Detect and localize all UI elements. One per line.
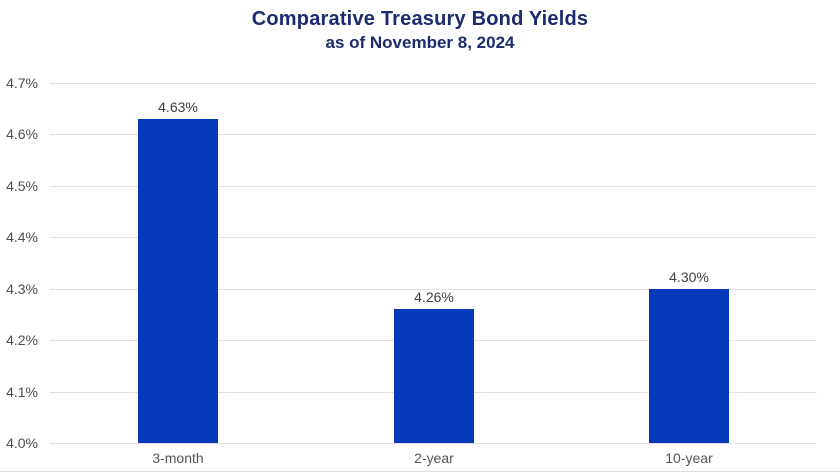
y-tick-label: 4.5% (6, 178, 38, 194)
bar-value-label-3-month: 4.63% (158, 99, 198, 115)
y-tick-label: 4.2% (6, 332, 38, 348)
chart-title: Comparative Treasury Bond Yields (251, 8, 589, 30)
gridline (50, 237, 817, 238)
gridline (50, 83, 817, 84)
y-tick-label: 4.6% (6, 126, 38, 142)
x-tick-label-2-year: 2-year (414, 450, 454, 466)
chart-subtitle: as of November 8, 2024 (325, 33, 515, 52)
gridline (50, 289, 817, 290)
x-tick-label-10-year: 10-year (665, 450, 713, 466)
gridline (50, 186, 817, 187)
gridline (50, 443, 817, 444)
bar-2-year (394, 309, 474, 443)
bar-value-label-10-year: 4.30% (669, 269, 709, 285)
y-tick-label: 4.3% (6, 281, 38, 297)
gridline (50, 134, 817, 135)
y-tick-label: 4.1% (6, 384, 38, 400)
y-tick-label: 4.4% (6, 229, 38, 245)
bar-3-month (138, 119, 218, 443)
bar-value-label-2-year: 4.26% (414, 289, 454, 305)
x-tick-label-3-month: 3-month (152, 450, 204, 466)
bar-10-year (649, 289, 729, 443)
y-tick-label: 4.0% (6, 435, 38, 451)
y-tick-label: 4.7% (6, 75, 38, 91)
